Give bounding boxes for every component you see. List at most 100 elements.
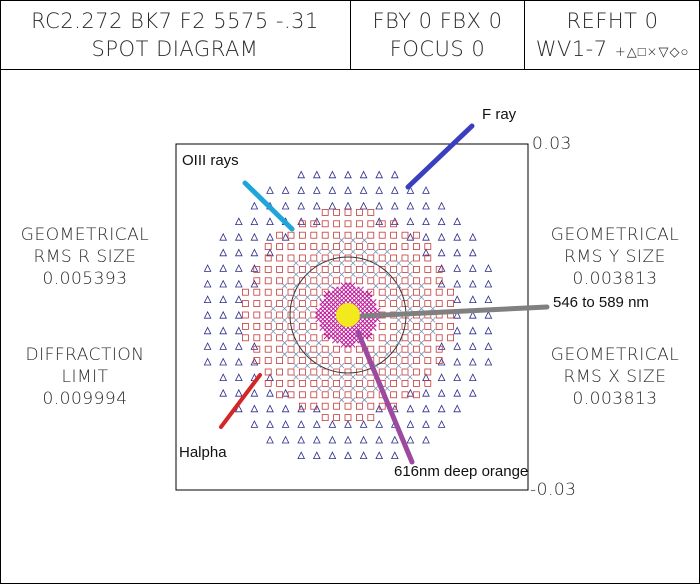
- square-ray: [390, 231, 398, 239]
- triangle-ray: [484, 310, 493, 319]
- square-ray: [390, 220, 398, 228]
- square-ray: [298, 368, 306, 376]
- oiii-pointer: [242, 180, 295, 232]
- cross-ray: [316, 340, 322, 346]
- rms-y-block: GEOMETRICAL RMS Y SIZE 0.003813: [540, 224, 690, 290]
- triangle-ray: [203, 264, 212, 272]
- square-ray: [310, 357, 318, 365]
- square-ray: [333, 379, 341, 387]
- square-ray: [401, 254, 409, 262]
- triangle-ray: [484, 264, 493, 272]
- cross-ray: [395, 271, 402, 278]
- triangle-ray: [312, 201, 321, 210]
- square-ray: [367, 277, 375, 285]
- triangle-ray: [297, 404, 306, 413]
- cross-ray: [281, 340, 288, 346]
- cross-ray: [338, 362, 345, 369]
- square-ray: [276, 391, 284, 399]
- square-ray: [321, 379, 329, 387]
- cross-rays: [270, 237, 436, 403]
- field-block: FBY 0 FBX 0 FOCUS 0: [351, 7, 524, 63]
- diagram-title: SPOT DIAGRAM: [91, 37, 259, 61]
- square-ray: [355, 402, 363, 410]
- square-ray: [276, 368, 284, 376]
- cross-ray: [430, 317, 436, 323]
- triangle-ray: [390, 170, 399, 179]
- triangle-ray: [234, 264, 243, 272]
- triangle-ray: [250, 201, 259, 210]
- square-ray: [401, 379, 409, 387]
- halpha-pointer: [219, 373, 262, 429]
- cross-ray: [304, 374, 311, 380]
- square-ray: [424, 345, 432, 353]
- cross-ray: [304, 328, 311, 335]
- square-ray: [287, 357, 295, 365]
- y-min-label: -0.03: [530, 480, 577, 500]
- cross-ray: [407, 328, 413, 335]
- triangle-ray: [281, 186, 290, 194]
- triangle-ray: [297, 217, 306, 226]
- square-ray: [378, 357, 386, 365]
- square-ray: [367, 265, 375, 273]
- square-ray: [298, 334, 306, 342]
- cross-ray: [418, 283, 425, 289]
- triangle-ray: [468, 357, 477, 366]
- square-ray: [333, 231, 341, 239]
- square-ray: [378, 345, 386, 353]
- triangle-ray: [468, 248, 477, 257]
- square-ray: [435, 334, 443, 342]
- triangle-ray: [281, 201, 290, 210]
- square-ray: [401, 277, 409, 285]
- square-ray: [310, 231, 318, 239]
- square-ray: [424, 300, 432, 308]
- triangle-ray: [297, 170, 306, 179]
- triangle-ray: [266, 232, 274, 241]
- square-ray: [333, 345, 341, 353]
- triangle-ray: [234, 279, 243, 288]
- square-ray: [333, 402, 341, 410]
- oiii-label: OIII rays: [182, 152, 239, 169]
- square-ray: [424, 368, 432, 376]
- cross-ray: [281, 317, 288, 323]
- cross-ray: [407, 351, 413, 357]
- triangle-ray: [468, 373, 477, 382]
- triangle-ray: [468, 279, 477, 288]
- triangle-ray: [297, 420, 306, 428]
- triangle-ray: [453, 217, 462, 226]
- square-ray: [355, 208, 363, 216]
- square-ray: [310, 345, 318, 353]
- cross-ray: [304, 283, 311, 289]
- nm546-pointer: [359, 304, 550, 319]
- triangle-ray: [437, 357, 446, 366]
- triangle-ray: [468, 232, 477, 241]
- cross-ray: [327, 374, 333, 380]
- cross-ray: [384, 374, 390, 380]
- square-ray: [344, 208, 352, 216]
- field-values: FBY 0 FBX 0: [372, 9, 503, 33]
- cross-ray: [304, 305, 311, 312]
- square-ray: [264, 368, 272, 376]
- triangle-ray: [468, 264, 477, 272]
- cross-ray: [338, 260, 345, 266]
- square-ray: [241, 288, 249, 296]
- cross-ray: [327, 260, 333, 266]
- triangle-ray: [484, 342, 493, 350]
- square-ray: [264, 254, 272, 262]
- cross-ray: [293, 305, 299, 312]
- wavelength-range: WV1-7: [535, 37, 608, 61]
- rms-x-label-1: GEOMETRICAL: [550, 345, 680, 365]
- triangle-ray: [234, 295, 243, 304]
- triangle-ray: [203, 279, 212, 288]
- cross-ray: [384, 340, 390, 346]
- square-ray: [424, 254, 432, 262]
- square-ray: [355, 379, 363, 387]
- square-ray: [253, 277, 261, 285]
- square-ray: [390, 391, 398, 399]
- square-ray: [412, 243, 420, 251]
- square-ray: [401, 391, 409, 399]
- triangle-ray: [453, 373, 462, 382]
- square-ray: [367, 402, 375, 410]
- square-ray: [253, 300, 261, 308]
- square-ray: [344, 254, 352, 262]
